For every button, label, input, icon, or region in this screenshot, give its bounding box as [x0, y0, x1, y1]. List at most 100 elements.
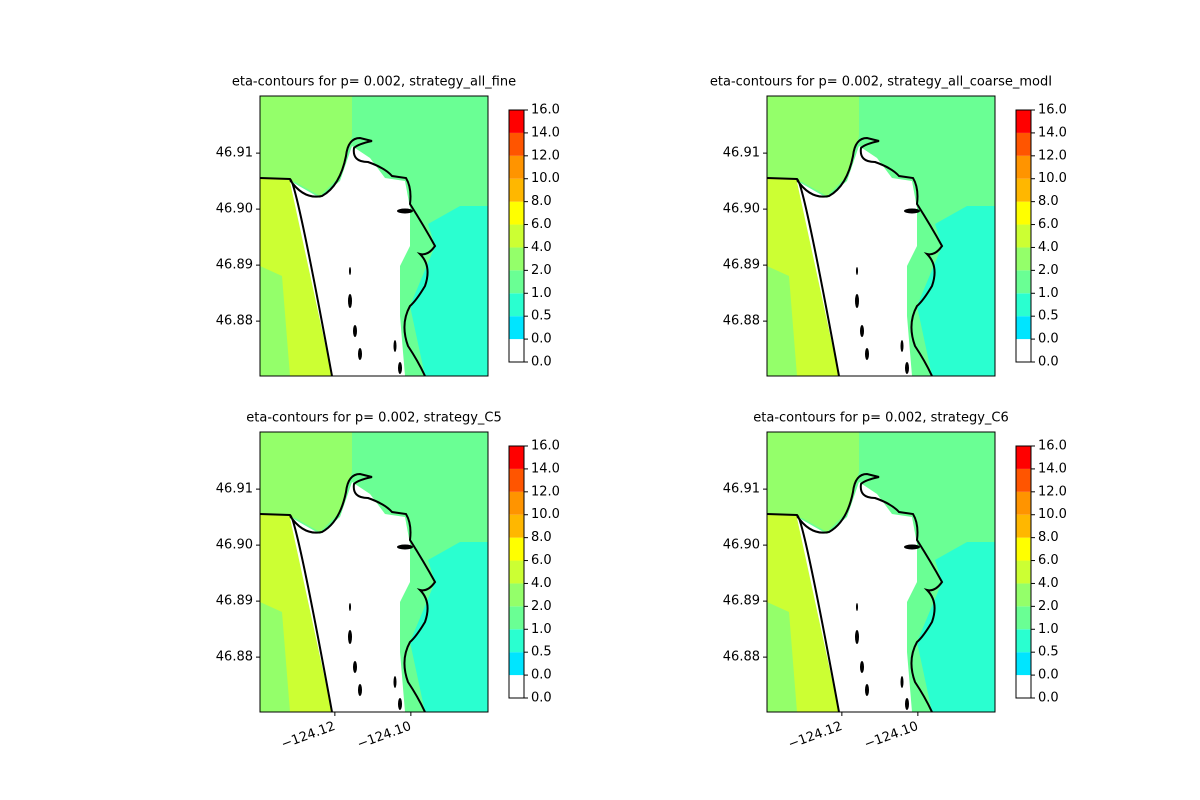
colorbar-tick-label: 10.0 [1038, 171, 1067, 186]
map [260, 432, 488, 712]
colorbar-tick-label: 12.0 [531, 148, 560, 163]
colorbar-band [509, 155, 524, 179]
x-tick-label: −124.10 [862, 719, 920, 752]
colorbar-band [1016, 514, 1031, 538]
island [865, 348, 869, 360]
y-tick-label: 46.89 [723, 258, 760, 273]
contour-region [260, 96, 352, 196]
x-tick-label: −124.12 [279, 719, 337, 752]
colorbar-band [1016, 491, 1031, 515]
colorbar-band [1016, 629, 1031, 653]
contour-region [290, 482, 410, 712]
island [855, 630, 859, 644]
y-tick-label: 46.91 [723, 482, 760, 497]
island [353, 661, 357, 673]
colorbar-tick-label: 12.0 [1038, 148, 1067, 163]
colorbar-band [1016, 247, 1031, 271]
colorbar-tick-label: 1.0 [531, 286, 552, 301]
colorbar-band [1016, 652, 1031, 676]
y-tick-label: 46.90 [723, 202, 760, 217]
island [397, 208, 413, 214]
island [348, 294, 352, 308]
colorbar-tick-label: 0.0 [531, 691, 552, 706]
colorbar-band [509, 316, 524, 340]
y-tick-label: 46.89 [723, 594, 760, 609]
colorbar-tick-label: 0.0 [1038, 668, 1059, 683]
colorbar-tick-label: 0.5 [531, 309, 552, 324]
colorbar-band [1016, 110, 1031, 133]
contour-region [767, 432, 859, 532]
colorbar-band [1016, 606, 1031, 630]
x-tick-label: −124.12 [786, 719, 844, 752]
contour-region [767, 266, 797, 376]
colorbar-frame [508, 109, 525, 363]
axes-frame [259, 95, 489, 377]
y-tick-label: 46.89 [216, 258, 253, 273]
y-tick-label: 46.89 [216, 594, 253, 609]
colorbar-tick-label: 4.0 [531, 576, 552, 591]
axes-title: eta-contours for p= 0.002, strategy_all_… [232, 75, 516, 90]
y-tick-label: 46.90 [216, 538, 253, 553]
colorbar-band [509, 247, 524, 271]
colorbar-tick-label: 10.0 [531, 171, 560, 186]
colorbar-band [1016, 270, 1031, 294]
island [860, 661, 864, 673]
colorbar-tick-label: 8.0 [531, 530, 552, 545]
island [855, 294, 859, 308]
colorbar-tick-label: 16.0 [531, 439, 560, 454]
axes-title: eta-contours for p= 0.002, strategy_all_… [710, 75, 1052, 90]
axes-frame [259, 431, 489, 713]
y-tick-label: 46.88 [216, 650, 253, 665]
island [349, 603, 351, 611]
island [398, 698, 402, 710]
contour-region [797, 482, 917, 712]
contour-region [290, 146, 410, 376]
island [393, 676, 397, 688]
coastline [260, 472, 437, 712]
colorbar-band [509, 339, 524, 362]
map [260, 96, 488, 376]
colorbar-band [1016, 537, 1031, 561]
island [353, 325, 357, 337]
coastline [260, 136, 437, 376]
island [358, 684, 362, 696]
axes-frame [766, 431, 996, 713]
colorbar-band [509, 132, 524, 156]
colorbar-tick-label: 0.0 [531, 355, 552, 370]
colorbar-band [509, 201, 524, 225]
colorbar-tick-label: 0.0 [531, 668, 552, 683]
colorbar-tick-label: 0.0 [1038, 332, 1059, 347]
colorbar-tick-label: 2.0 [1038, 599, 1059, 614]
colorbar-tick-label: 8.0 [1038, 530, 1059, 545]
island [393, 340, 397, 352]
colorbar-tick-label: 12.0 [1038, 484, 1067, 499]
contour-region [767, 602, 797, 712]
contour-region [797, 146, 917, 376]
colorbar-tick-label: 0.0 [1038, 355, 1059, 370]
colorbar-tick-label: 1.0 [1038, 286, 1059, 301]
colorbar-band [509, 514, 524, 538]
contour-region [917, 206, 995, 376]
island [900, 340, 904, 352]
colorbar-band [1016, 316, 1031, 340]
colorbar-band [509, 560, 524, 584]
x-tick-label: −124.10 [355, 719, 413, 752]
colorbar-tick-label: 8.0 [531, 194, 552, 209]
colorbar-tick-label: 2.0 [531, 263, 552, 278]
island [398, 362, 402, 374]
y-tick-label: 46.90 [216, 202, 253, 217]
colorbar-band [509, 270, 524, 294]
colorbar-band [509, 675, 524, 698]
colorbar-band [1016, 339, 1031, 362]
colorbar-band [1016, 468, 1031, 492]
colorbar-tick-label: 6.0 [1038, 553, 1059, 568]
y-tick-label: 46.88 [723, 650, 760, 665]
colorbar-band [1016, 155, 1031, 179]
colorbar-tick-label: 1.0 [1038, 622, 1059, 637]
colorbar-tick-label: 2.0 [531, 599, 552, 614]
contour-region [260, 432, 352, 532]
island [904, 208, 920, 214]
colorbar-frame [508, 445, 525, 699]
colorbar-tick-label: 2.0 [1038, 263, 1059, 278]
colorbar-tick-label: 16.0 [531, 103, 560, 118]
